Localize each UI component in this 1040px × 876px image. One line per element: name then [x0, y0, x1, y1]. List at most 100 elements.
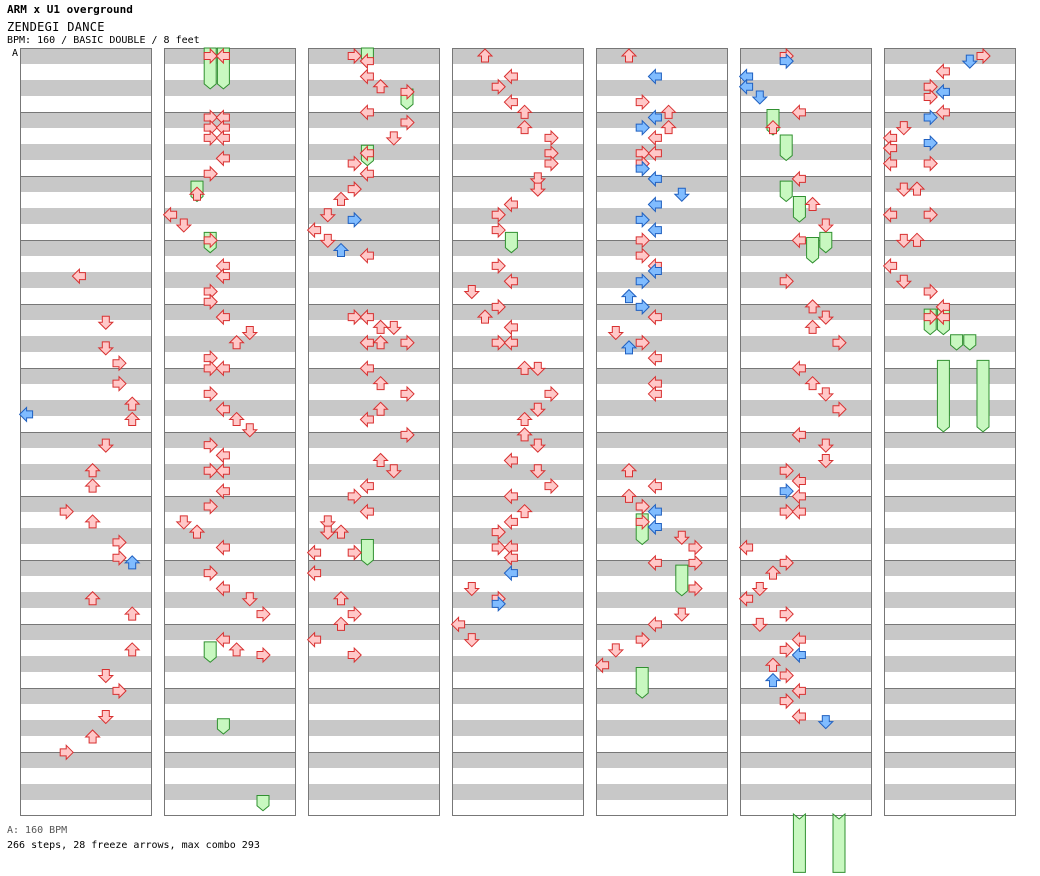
- beat-stripe: [20, 496, 152, 512]
- step-arrow-red: [882, 257, 898, 275]
- step-arrow-red: [491, 298, 506, 316]
- beat-stripe: [740, 240, 872, 256]
- freeze-arrow: [216, 718, 230, 735]
- beat-stripe: [740, 720, 872, 736]
- step-arrow-blue: [647, 503, 662, 520]
- beat-stripe: [596, 560, 728, 576]
- beat-stripe: [740, 208, 872, 224]
- step-arrow-red: [97, 341, 115, 356]
- beat-stripe: [596, 80, 728, 96]
- step-arrow-red: [529, 402, 547, 417]
- beat-stripe: [164, 80, 296, 96]
- step-arrow-red: [647, 554, 662, 572]
- step-arrow-red: [923, 88, 938, 106]
- beat-stripe: [308, 432, 440, 448]
- step-arrow-red: [359, 247, 374, 264]
- step-arrow-red: [215, 47, 230, 65]
- beat-stripe: [884, 720, 1016, 736]
- freeze-arrow: [950, 334, 964, 351]
- step-arrow-red: [347, 155, 362, 172]
- beat-stripe: [452, 144, 584, 160]
- beat-stripe: [884, 464, 1016, 480]
- step-arrows: [18, 47, 991, 761]
- step-arrow-red: [359, 411, 374, 428]
- beat-stripe: [308, 144, 440, 160]
- step-arrow-red: [935, 104, 950, 121]
- step-arrow-red: [779, 605, 794, 623]
- step-arrow-blue: [18, 406, 34, 423]
- beat-stripe: [164, 48, 296, 64]
- beat-stripe: [740, 272, 872, 288]
- step-arrow-red: [372, 375, 389, 391]
- beat-stripe: [452, 48, 584, 64]
- beat-stripe: [884, 496, 1016, 512]
- step-arrow-red: [791, 232, 806, 249]
- step-arrow-red: [503, 334, 518, 351]
- step-arrow-red: [817, 387, 835, 402]
- beat-stripe: [884, 688, 1016, 704]
- freeze-arrow: [963, 334, 977, 351]
- step-arrow-red: [385, 320, 403, 336]
- step-arrow-red: [791, 488, 806, 505]
- beat-stripe: [452, 496, 584, 512]
- beat-stripe: [20, 592, 152, 608]
- beat-stripe: [884, 80, 1016, 96]
- step-arrow-red: [372, 335, 389, 350]
- step-arrow-red: [491, 539, 506, 556]
- step-arrow-red: [215, 631, 230, 648]
- freeze-arrow: [779, 134, 793, 162]
- beat-stripe: [452, 208, 584, 224]
- step-arrow-red: [319, 233, 337, 249]
- chart-column-6: [740, 48, 872, 816]
- step-arrow-red: [764, 657, 782, 672]
- step-arrow-red: [84, 463, 101, 478]
- step-arrow-red: [319, 515, 337, 530]
- beat-stripe: [452, 304, 584, 320]
- beat-stripe: [452, 432, 584, 448]
- chart-column-7: [884, 48, 1016, 816]
- beat-stripe: [20, 752, 152, 768]
- step-arrow-red: [544, 129, 559, 147]
- step-arrow-red: [817, 438, 835, 453]
- step-arrow-red: [215, 401, 230, 418]
- step-arrow-red: [359, 104, 374, 121]
- beat-stripe: [596, 656, 728, 672]
- step-arrow-red: [620, 488, 638, 503]
- step-arrow-red: [895, 121, 913, 136]
- step-arrow-red: [463, 633, 481, 648]
- beat-stripe: [308, 688, 440, 704]
- beat-stripe: [884, 400, 1016, 416]
- step-arrow-red: [123, 396, 141, 411]
- step-arrow-red: [71, 267, 86, 285]
- step-arrow-red: [332, 524, 350, 539]
- step-arrow-blue: [347, 211, 362, 229]
- step-arrow-red: [450, 616, 466, 633]
- step-arrow-red: [647, 308, 662, 326]
- step-arrow-red: [529, 182, 547, 197]
- step-arrow-red: [779, 554, 794, 572]
- step-arrow-red: [175, 515, 193, 530]
- step-arrow-red: [215, 580, 230, 597]
- step-arrow-red: [529, 464, 547, 479]
- beat-stripe: [164, 432, 296, 448]
- step-arrow-red: [779, 503, 794, 520]
- beat-stripe: [164, 176, 296, 192]
- step-arrow-red: [84, 514, 101, 529]
- beat-stripe: [740, 592, 872, 608]
- step-arrow-red: [923, 283, 938, 300]
- step-arrow-blue: [635, 273, 650, 290]
- step-arrow-blue: [738, 78, 754, 95]
- step-arrow-red: [188, 524, 206, 539]
- beat-stripe: [308, 496, 440, 512]
- step-arrow-red: [332, 591, 350, 606]
- step-arrow-blue: [635, 298, 650, 316]
- step-arrow-blue: [923, 109, 938, 126]
- step-arrow-red: [385, 464, 403, 479]
- beat-stripe: [164, 240, 296, 256]
- step-arrow-red: [112, 682, 127, 700]
- beat-stripe: [740, 112, 872, 128]
- step-arrow-red: [228, 642, 245, 657]
- step-arrow-red: [516, 411, 533, 427]
- chart-column-2: [164, 48, 296, 816]
- beat-stripe: [596, 144, 728, 160]
